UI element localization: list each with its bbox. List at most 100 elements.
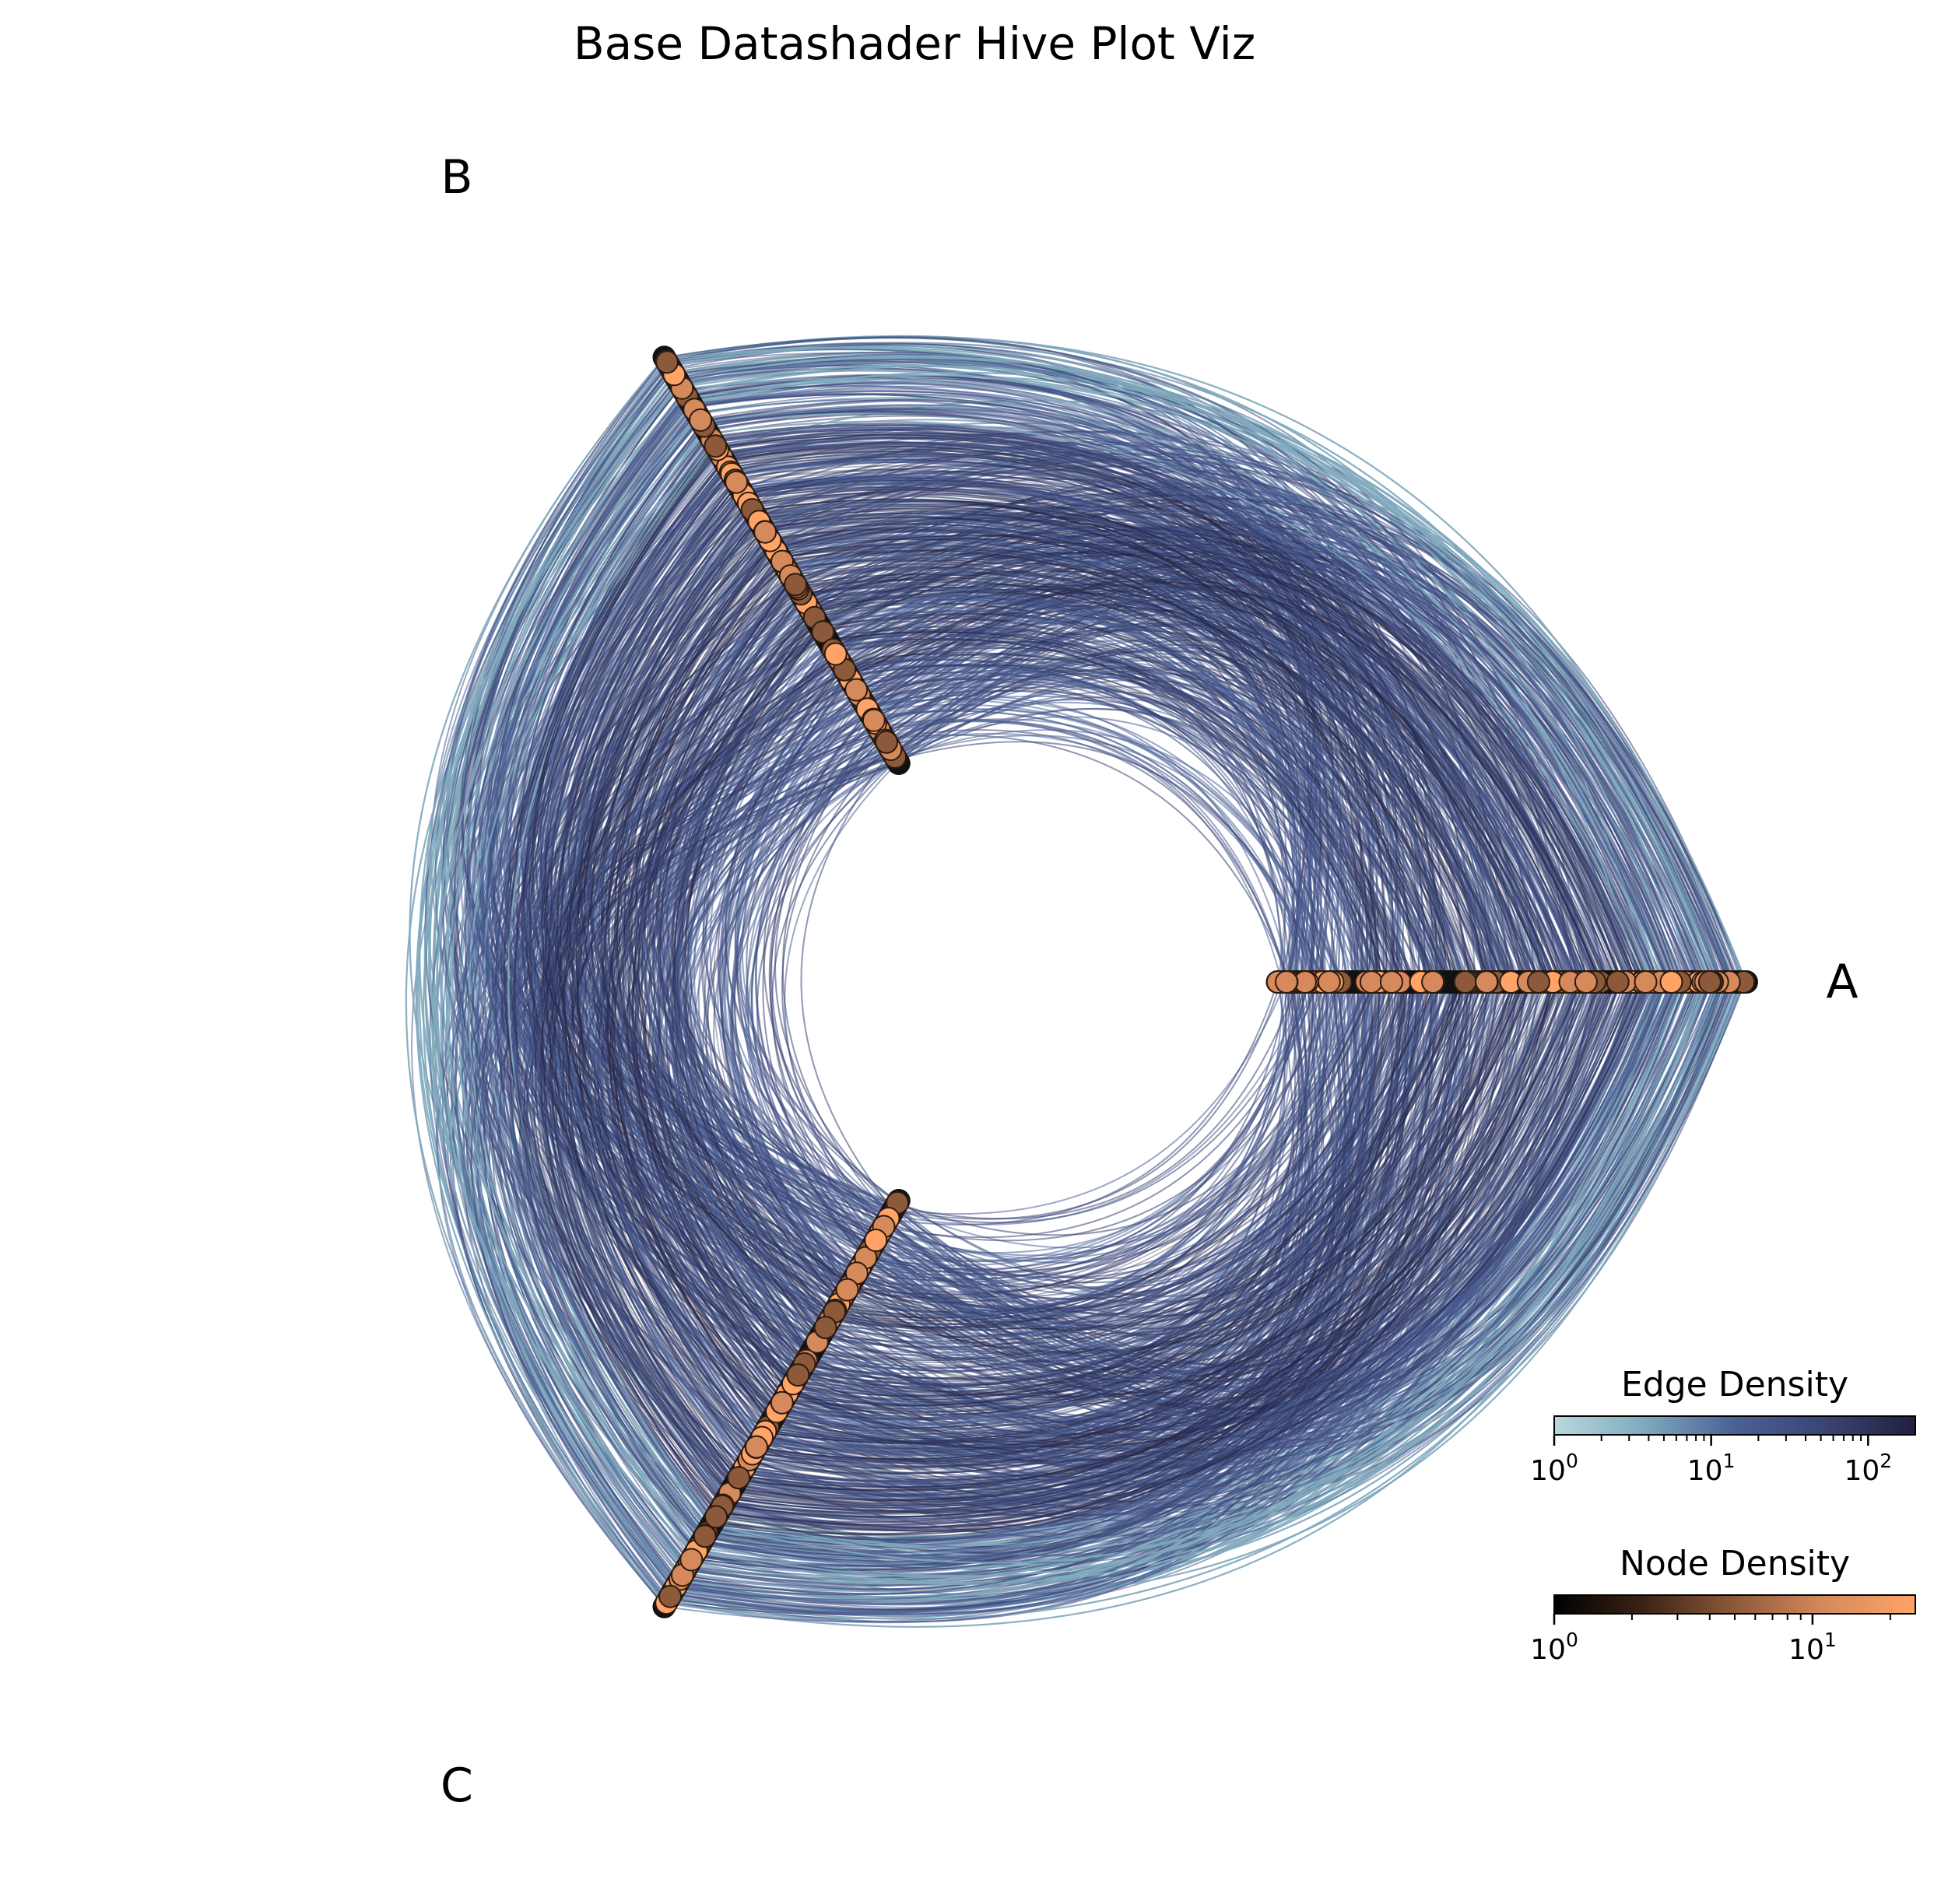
edge-dense (771, 981, 1409, 1432)
edge-dense (577, 544, 774, 1447)
edge-dense (623, 556, 834, 1316)
edge (749, 981, 1687, 1517)
edge-dense (813, 542, 1631, 983)
edge (677, 981, 1562, 1609)
edge (493, 404, 818, 1343)
edge-dense (780, 981, 1626, 1451)
edge (808, 595, 1391, 983)
edge-dense (514, 462, 726, 1510)
node (770, 1390, 794, 1415)
edge (520, 422, 876, 1242)
edge (870, 981, 1640, 1391)
edge (869, 981, 1664, 1403)
node (1659, 970, 1683, 994)
edge-dense (521, 450, 774, 1418)
edge-dense (563, 524, 762, 1461)
edge (528, 465, 772, 1422)
node (1421, 970, 1445, 994)
edge-dense (804, 981, 1488, 1380)
edge-dense (748, 981, 1606, 1481)
edge (831, 981, 1463, 1348)
node (784, 573, 808, 597)
edge-dense (584, 510, 830, 1321)
edge-dense (528, 449, 812, 1353)
edge (794, 981, 1287, 1397)
edge (898, 668, 1493, 983)
edge (780, 981, 1402, 1419)
edge-dense (811, 981, 1472, 1366)
edge-dense (545, 483, 754, 1453)
edge-dense (831, 638, 1385, 983)
edge (676, 981, 1406, 1604)
edge-dense (739, 981, 1519, 1488)
edge (719, 981, 1465, 1532)
edge-dense (783, 538, 1562, 983)
edge-dense (822, 981, 1592, 1397)
edge (688, 374, 1641, 983)
colorbar-title: Node Density (1620, 1544, 1850, 1583)
edge (540, 656, 838, 1514)
colorbar-title: Edge Density (1621, 1365, 1848, 1404)
edge (642, 702, 865, 1399)
node (862, 708, 886, 732)
edge-dense (840, 653, 1390, 983)
edge (793, 494, 1715, 983)
tick-label: 100 (1530, 1629, 1578, 1666)
edge (762, 718, 874, 1257)
edge-dense (810, 552, 1600, 983)
edge (744, 486, 1454, 983)
edge-dense (559, 493, 781, 1407)
edge-dense (764, 981, 1514, 1444)
edge-dense (731, 981, 1531, 1503)
edge-dense (747, 981, 1413, 1475)
edge (526, 669, 846, 1524)
edge-dense (614, 543, 836, 1311)
edge (873, 708, 1309, 983)
edge (441, 472, 732, 1597)
edge-dense (541, 528, 764, 1488)
edge-dense (834, 981, 1373, 1322)
edge-dense (590, 520, 819, 1341)
edge-dense (590, 517, 827, 1327)
edge-dense (531, 445, 840, 1305)
edge-dense (715, 981, 1501, 1531)
edge-dense (715, 981, 1564, 1531)
edge-dense (849, 579, 1616, 983)
edge (534, 453, 886, 1223)
edge-dense (836, 981, 1637, 1405)
edge-dense (796, 576, 1476, 983)
edge (504, 417, 854, 1281)
edge (490, 413, 836, 1312)
edge (897, 708, 1404, 983)
edge-dense (737, 981, 1553, 1492)
edge (690, 371, 1747, 983)
edge-dense (841, 981, 1532, 1357)
edge (735, 981, 1676, 1517)
edge (804, 586, 1298, 983)
edge-dense (754, 981, 1392, 1462)
edge-dense (799, 981, 1518, 1394)
edge-dense (815, 588, 1518, 983)
nodes-layer (655, 349, 1756, 1615)
edge-dense (827, 587, 1550, 983)
edge (771, 759, 897, 1244)
edge-dense (611, 563, 784, 1409)
edge (704, 981, 1477, 1559)
edge-dense (848, 607, 1549, 983)
edge (895, 981, 1299, 1220)
edge-dense (634, 579, 794, 1385)
edge-dense (848, 981, 1508, 1339)
edge-dense (782, 981, 1522, 1415)
edge-dense (776, 512, 1617, 983)
edge-dense (769, 528, 1443, 983)
edge (764, 514, 1360, 983)
edge-dense (814, 583, 1529, 983)
edge (757, 503, 1535, 983)
edge-dense (637, 578, 812, 1354)
edge (856, 981, 1451, 1310)
edge-dense (841, 981, 1410, 1313)
colorbars: Edge Density 100 101 102 Node Density 100 101 (1530, 1365, 1916, 1666)
edge-dense (774, 507, 1627, 983)
edge-dense (804, 981, 1517, 1388)
edge-dense (848, 664, 1399, 983)
